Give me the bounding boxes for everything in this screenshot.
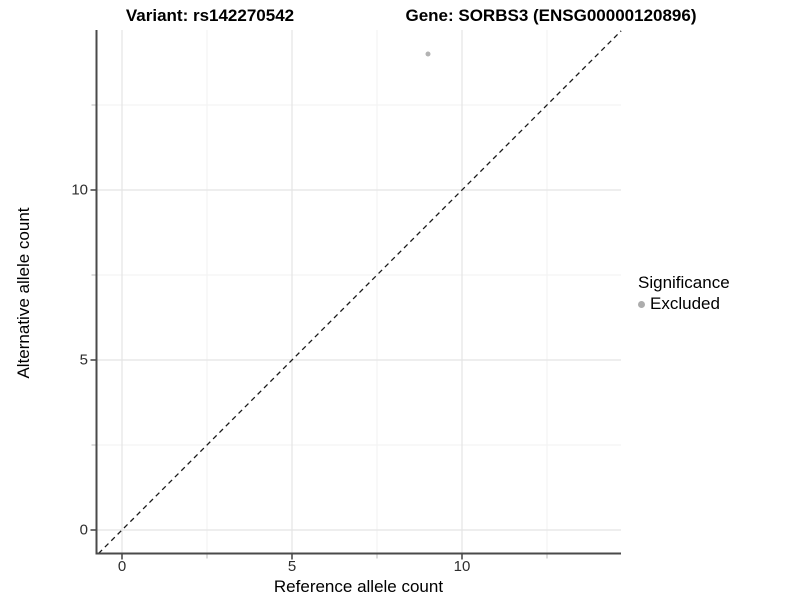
legend-item-label: Excluded xyxy=(650,294,720,313)
legend-title: Significance xyxy=(638,273,730,292)
x-axis-title: Reference allele count xyxy=(273,577,444,596)
legend: Significance Excluded xyxy=(638,273,730,313)
x-tick-label: 5 xyxy=(287,558,297,575)
legend-item-excluded: Excluded xyxy=(638,295,730,313)
y-tick-label: 0 xyxy=(79,521,88,539)
y-tick-label: 10 xyxy=(71,181,88,199)
data-point xyxy=(425,51,431,57)
y-axis-title: Alternative allele count xyxy=(14,207,33,379)
y-tick-label: 5 xyxy=(79,351,88,369)
x-tick-label: 0 xyxy=(117,558,127,575)
identity-dashed-line xyxy=(98,30,622,554)
legend-point-icon xyxy=(638,300,645,308)
gene-title: Gene: SORBS3 (ENSG00000120896) xyxy=(405,6,697,25)
variant-title: Variant: rs142270542 xyxy=(125,6,295,25)
x-tick-label: 10 xyxy=(453,558,471,575)
